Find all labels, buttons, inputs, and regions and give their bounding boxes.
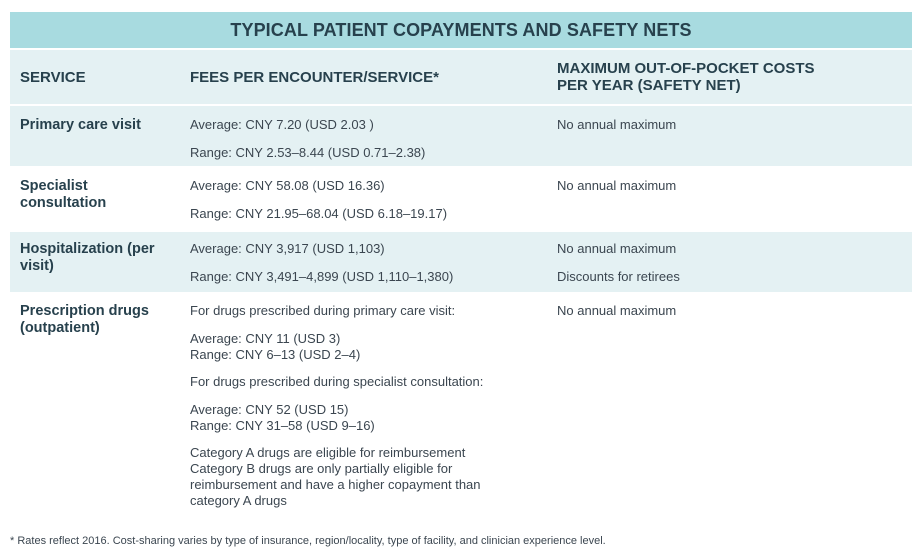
footnote: * Rates reflect 2016. Cost-sharing varie…	[10, 535, 606, 547]
header-row: SERVICE FEES PER ENCOUNTER/SERVICE* MAXI…	[10, 48, 912, 104]
service-line: Hospitalization (per	[20, 241, 155, 257]
table-row: Prescription drugs (outpatient) For drug…	[10, 292, 912, 522]
fees-line: For drugs prescribed during primary care…	[190, 303, 456, 318]
max-line: No annual maximum	[557, 178, 677, 193]
fees-line: Average: CNY 58.08 (USD 16.36)	[190, 178, 385, 193]
header-service: SERVICE	[20, 69, 86, 86]
table-row: Hospitalization (per visit) Average: CNY…	[10, 232, 912, 292]
fees-line: Category A drugs are eligible for reimbu…	[190, 445, 466, 460]
max-cell: No annual maximum Discounts for retirees	[557, 241, 680, 285]
service-line: Specialist	[20, 178, 88, 194]
service-cell: Primary care visit	[20, 117, 141, 134]
fees-line: For drugs prescribed during specialist c…	[190, 374, 484, 389]
fees-line: reimbursement and have a higher copaymen…	[190, 477, 481, 492]
table-title: TYPICAL PATIENT COPAYMENTS AND SAFETY NE…	[10, 12, 912, 48]
max-cell: No annual maximum	[557, 303, 676, 319]
max-cell: No annual maximum	[557, 178, 676, 194]
service-cell: Hospitalization (per visit)	[20, 241, 155, 275]
max-line: No annual maximum	[557, 241, 677, 256]
fees-line: category A drugs	[190, 493, 287, 508]
service-line: Prescription drugs	[20, 303, 149, 319]
table-row: Primary care visit Average: CNY 7.20 (US…	[10, 106, 912, 166]
fees-line: Average: CNY 7.20 (USD 2.03 )	[190, 117, 374, 132]
fees-line: Average: CNY 11 (USD 3)	[190, 331, 341, 346]
max-cell: No annual maximum	[557, 117, 676, 133]
fees-line: Range: CNY 2.53–8.44 (USD 0.71–2.38)	[190, 145, 426, 160]
fees-line: Category B drugs are only partially elig…	[190, 461, 453, 476]
service-line: (outpatient)	[20, 320, 100, 336]
service-cell: Prescription drugs (outpatient)	[20, 303, 149, 337]
header-max-line: MAXIMUM OUT-OF-POCKET COSTS	[557, 60, 815, 77]
max-line: No annual maximum	[557, 117, 677, 132]
max-line: No annual maximum	[557, 303, 677, 318]
fees-line: Average: CNY 3,917 (USD 1,103)	[190, 241, 385, 256]
fees-line: Range: CNY 31–58 (USD 9–16)	[190, 418, 375, 433]
fees-line: Range: CNY 21.95–68.04 (USD 6.18–19.17)	[190, 206, 448, 221]
table-row: Specialist consultation Average: CNY 58.…	[10, 169, 912, 232]
fees-line: Average: CNY 52 (USD 15)	[190, 402, 349, 417]
service-line: consultation	[20, 195, 107, 211]
max-line: Discounts for retirees	[557, 269, 680, 284]
service-line: visit)	[20, 258, 54, 274]
header-max: MAXIMUM OUT-OF-POCKET COSTS PER YEAR (SA…	[557, 60, 815, 94]
copayments-table: TYPICAL PATIENT COPAYMENTS AND SAFETY NE…	[10, 12, 912, 522]
fees-cell: Average: CNY 3,917 (USD 1,103) Range: CN…	[190, 241, 453, 285]
header-max-line: PER YEAR (SAFETY NET)	[557, 77, 741, 94]
fees-cell: For drugs prescribed during primary care…	[190, 303, 483, 509]
service-line: Primary care visit	[20, 117, 141, 133]
service-cell: Specialist consultation	[20, 178, 106, 212]
fees-line: Range: CNY 6–13 (USD 2–4)	[190, 347, 361, 362]
header-fees: FEES PER ENCOUNTER/SERVICE*	[190, 69, 439, 86]
fees-cell: Average: CNY 58.08 (USD 16.36) Range: CN…	[190, 178, 447, 222]
fees-cell: Average: CNY 7.20 (USD 2.03 ) Range: CNY…	[190, 117, 425, 161]
fees-line: Range: CNY 3,491–4,899 (USD 1,110–1,380)	[190, 269, 454, 284]
